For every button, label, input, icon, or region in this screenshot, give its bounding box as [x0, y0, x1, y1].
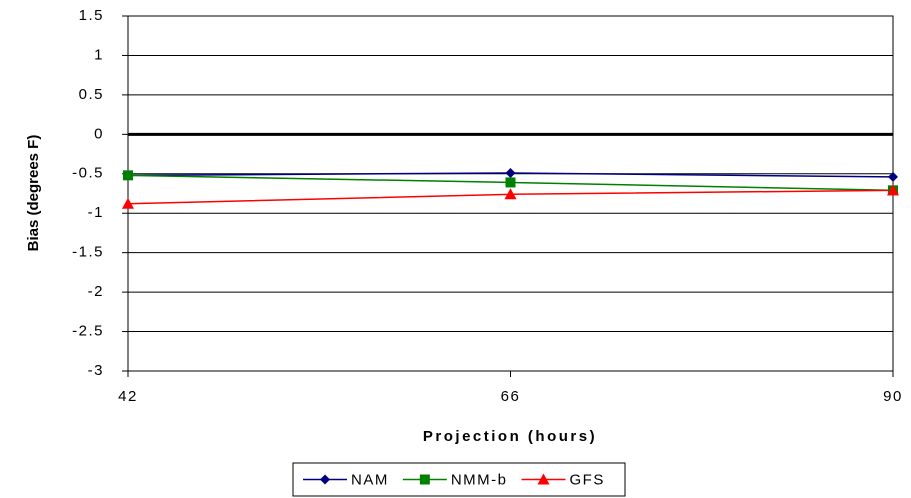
marker	[887, 184, 899, 196]
y-tick-label: 1.5	[79, 7, 104, 24]
y-tick-label: 0	[94, 125, 104, 142]
y-axis-label: Bias (degrees F)	[25, 135, 42, 252]
marker	[505, 177, 516, 188]
x-tick-label: 66	[501, 388, 521, 405]
y-tick-label: 0.5	[79, 86, 104, 103]
marker	[122, 197, 134, 209]
marker	[537, 473, 550, 485]
marker	[123, 170, 133, 181]
marker	[504, 188, 517, 200]
marker	[888, 171, 898, 182]
marker	[320, 474, 330, 485]
x-tick-label: 42	[118, 388, 138, 405]
y-tick-label: -3	[88, 362, 104, 379]
legend-label: NMM-b	[451, 471, 508, 488]
marker	[419, 474, 430, 485]
y-tick-label: -0.5	[72, 165, 104, 182]
marker	[505, 167, 516, 178]
y-tick-label: -1	[88, 204, 104, 221]
y-tick-label: -2	[88, 283, 104, 300]
y-tick-label: -1.5	[72, 244, 104, 261]
legend-label: GFS	[570, 471, 605, 488]
legend-label: NAM	[351, 471, 389, 488]
x-axis-label: Projection (hours)	[423, 428, 597, 445]
y-tick-label: 1	[94, 46, 104, 63]
x-tick-label: 90	[883, 388, 903, 405]
legend-box	[292, 462, 626, 497]
y-tick-label: -2.5	[72, 323, 104, 340]
